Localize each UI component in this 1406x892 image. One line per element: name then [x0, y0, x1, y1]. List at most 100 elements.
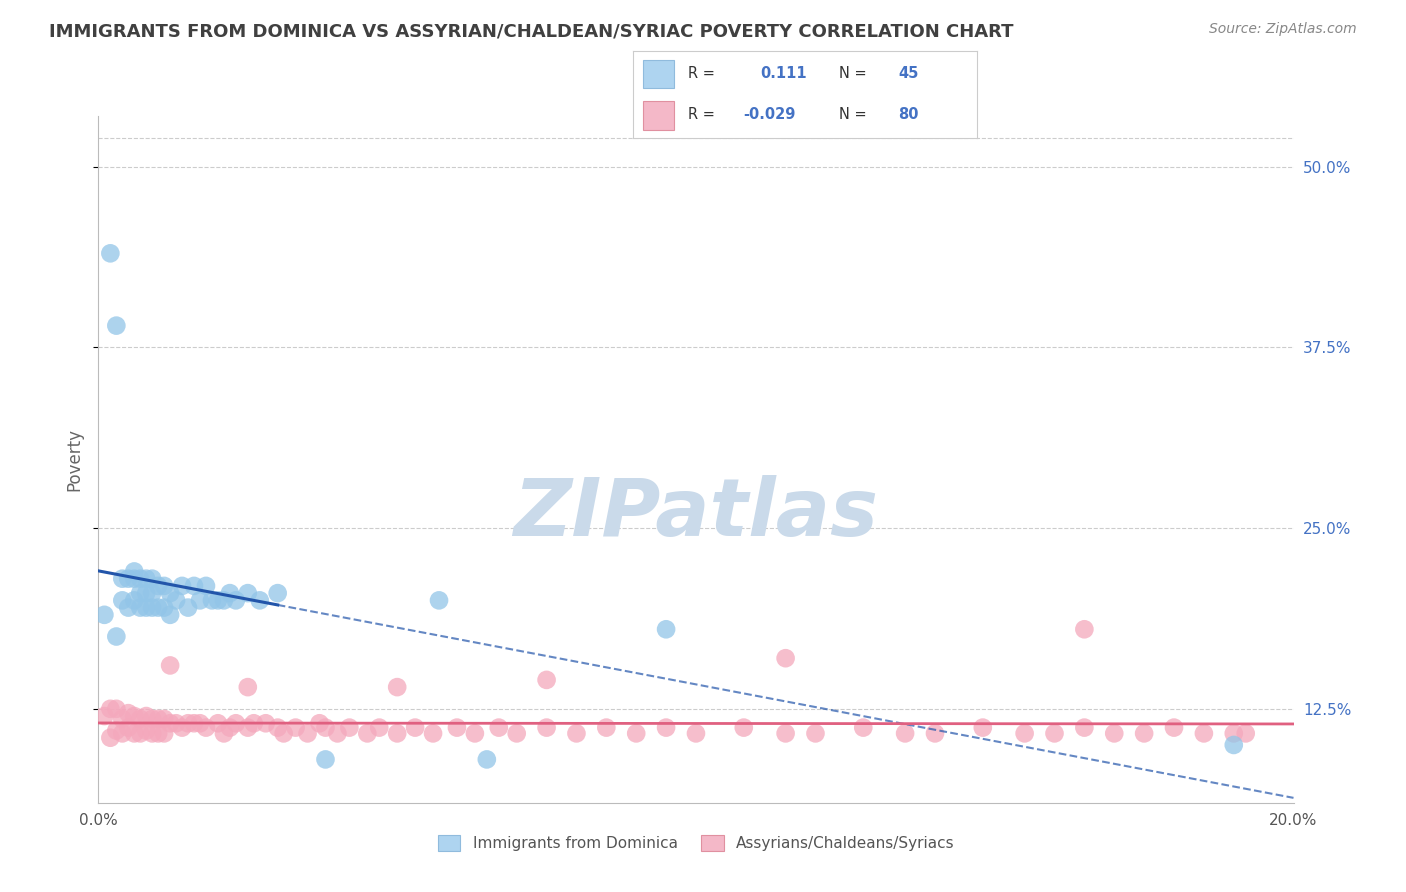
Point	[117, 600, 139, 615]
Point	[1163, 721, 1185, 735]
Point	[404, 721, 426, 735]
Point	[135, 709, 157, 723]
Point	[1104, 726, 1126, 740]
Point	[177, 716, 200, 731]
Point	[105, 723, 128, 738]
Point	[212, 593, 235, 607]
Point	[172, 579, 194, 593]
Point	[148, 726, 170, 740]
Point	[655, 622, 678, 636]
Point	[852, 721, 875, 735]
Point	[141, 726, 163, 740]
Point	[225, 716, 247, 731]
Point	[141, 712, 163, 726]
Point	[427, 593, 450, 607]
Point	[105, 630, 128, 644]
Point	[475, 752, 498, 766]
Point	[129, 712, 152, 726]
Point	[153, 579, 176, 593]
Point	[183, 579, 205, 593]
Point	[422, 726, 444, 740]
Point	[254, 716, 277, 731]
Point	[267, 586, 290, 600]
Point	[506, 726, 529, 740]
Point	[536, 721, 558, 735]
Point	[249, 593, 271, 607]
Point	[129, 726, 152, 740]
Point	[117, 721, 139, 735]
Point	[243, 716, 266, 731]
Point	[188, 716, 211, 731]
Text: R =: R =	[688, 66, 714, 81]
Point	[153, 726, 176, 740]
Point	[141, 586, 163, 600]
Point	[464, 726, 486, 740]
Text: ZIPatlas: ZIPatlas	[513, 475, 879, 553]
Point	[308, 716, 330, 731]
Point	[1223, 726, 1246, 740]
Point	[135, 572, 157, 586]
Text: R =: R =	[688, 107, 714, 122]
Point	[165, 716, 187, 731]
Point	[111, 572, 134, 586]
Point	[135, 586, 157, 600]
Point	[236, 721, 259, 735]
Point	[207, 716, 229, 731]
Text: 45: 45	[898, 66, 918, 81]
Text: N =: N =	[839, 66, 868, 81]
Point	[93, 607, 115, 622]
Point	[159, 716, 181, 731]
Point	[153, 600, 176, 615]
Point	[135, 600, 157, 615]
Point	[1192, 726, 1215, 740]
Point	[148, 712, 170, 726]
Point	[98, 702, 122, 716]
Text: N =: N =	[839, 107, 868, 122]
Point	[565, 726, 588, 740]
Point	[236, 680, 259, 694]
Point	[165, 593, 187, 607]
Point	[356, 726, 378, 740]
Point	[93, 709, 115, 723]
Point	[207, 593, 229, 607]
Point	[733, 721, 755, 735]
Text: 0.111: 0.111	[761, 66, 807, 81]
Y-axis label: Poverty: Poverty	[65, 428, 83, 491]
Point	[135, 723, 157, 738]
Point	[775, 726, 797, 740]
Point	[172, 721, 194, 735]
Point	[488, 721, 510, 735]
Point	[1133, 726, 1156, 740]
Point	[267, 721, 290, 735]
Point	[117, 706, 139, 720]
Point	[655, 721, 678, 735]
Point	[894, 726, 917, 740]
Point	[385, 680, 409, 694]
Point	[117, 572, 139, 586]
Point	[124, 593, 146, 607]
Point	[315, 721, 337, 735]
Point	[124, 565, 146, 579]
Text: -0.029: -0.029	[742, 107, 796, 122]
Point	[141, 600, 163, 615]
Point	[105, 702, 128, 716]
Point	[685, 726, 707, 740]
Point	[129, 586, 152, 600]
Point	[339, 721, 361, 735]
Point	[148, 579, 170, 593]
Point	[595, 721, 617, 735]
Point	[129, 600, 152, 615]
Point	[188, 593, 211, 607]
Point	[536, 673, 558, 687]
Legend: Immigrants from Dominica, Assyrians/Chaldeans/Syriacs: Immigrants from Dominica, Assyrians/Chal…	[432, 829, 960, 857]
Point	[775, 651, 797, 665]
Point	[219, 586, 242, 600]
Point	[111, 726, 134, 740]
Point	[225, 593, 247, 607]
Point	[1073, 622, 1095, 636]
FancyBboxPatch shape	[643, 60, 673, 88]
Point	[159, 586, 181, 600]
Point	[195, 721, 218, 735]
Point	[195, 579, 218, 593]
Point	[446, 721, 468, 735]
